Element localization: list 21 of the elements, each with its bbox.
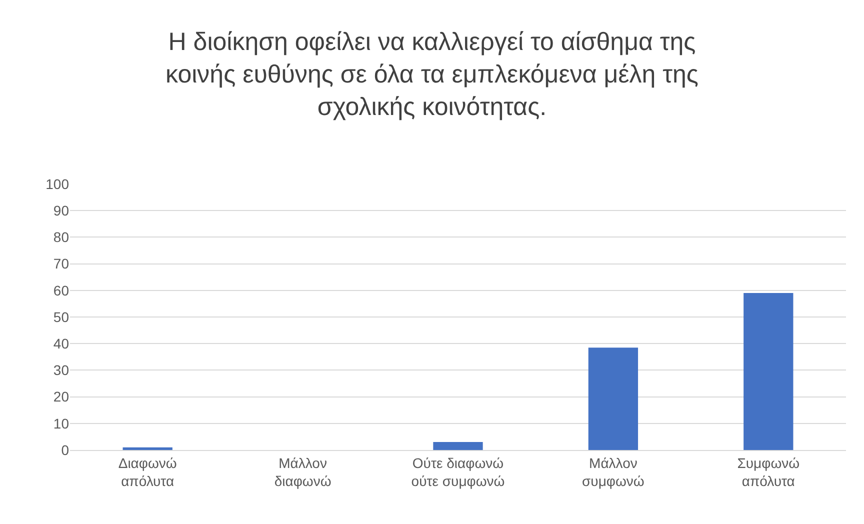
x-tick-label: Μάλλον συμφωνώ: [582, 454, 644, 489]
bar: [433, 442, 483, 450]
bar: [588, 348, 638, 450]
x-tick-label: Συμφωνώ απόλυτα: [737, 454, 800, 489]
y-tick-label: 0: [61, 442, 70, 458]
bar: [122, 447, 172, 450]
y-tick-label: 30: [53, 362, 70, 378]
bar: [744, 293, 794, 450]
y-tick-label: 60: [53, 282, 70, 298]
y-tick-label: 20: [53, 388, 70, 405]
y-tick-label: 100: [46, 176, 70, 192]
y-tick-label: 80: [53, 229, 70, 246]
y-tick-label: 50: [53, 308, 70, 325]
x-tick-label: Ούτε διαφωνώ ούτε συμφωνώ: [411, 454, 505, 489]
y-tick-label: 10: [53, 415, 70, 432]
y-tick-label: 70: [53, 256, 70, 272]
y-tick-label: 90: [53, 202, 70, 218]
x-tick-label: Διαφωνώ απόλυτα: [118, 454, 177, 489]
chart-title: Η διοίκηση οφείλει να καλλιεργεί το αίσθημα της κοινής ευθύνης σε όλα τα εμπλεκόμενα μέλη της σχολικής κοινότητας.: [166, 28, 698, 121]
y-tick-label: 40: [53, 336, 70, 352]
x-tick-label: Μάλλον διαφωνώ: [274, 454, 332, 489]
